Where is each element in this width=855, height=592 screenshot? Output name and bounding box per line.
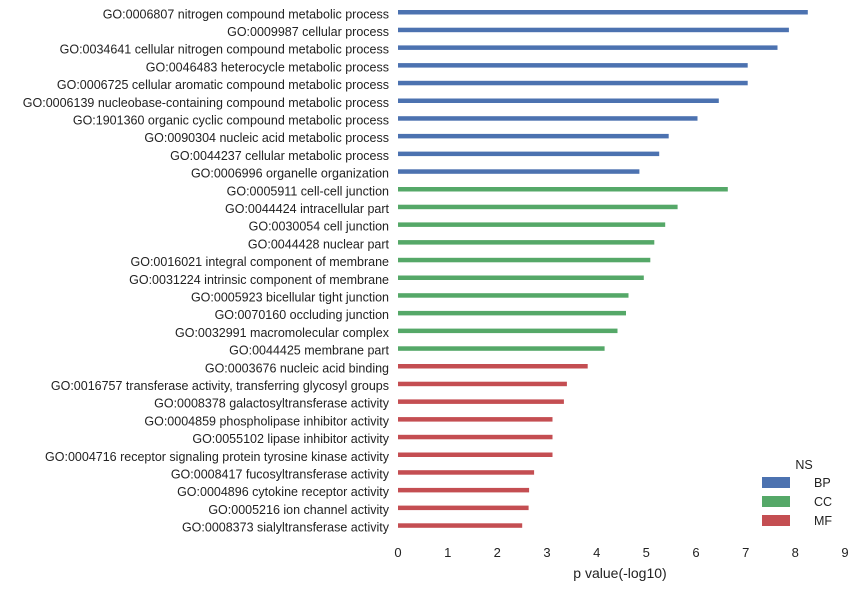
category-label: GO:0006139 nucleobase-containing compoun… [23,96,389,110]
bar [398,434,553,440]
bar [398,310,626,316]
bar [398,27,789,33]
bar [398,98,719,103]
bar [398,505,529,511]
category-label: GO:0004896 cytokine receptor activity [177,485,390,499]
category-labels: GO:0006807 nitrogen compound metabolic p… [23,7,390,534]
bar [398,63,748,68]
x-tick-label: 6 [692,545,699,560]
legend-label: CC [814,495,832,509]
x-tick-label: 2 [494,545,501,560]
category-label: GO:0070160 occluding junction [215,308,389,322]
category-label: GO:0016021 integral component of membran… [131,255,390,269]
category-label: GO:0044425 membrane part [229,344,389,358]
category-label: GO:0055102 lipase inhibitor activity [192,432,389,446]
bar [398,10,808,15]
legend-label: MF [814,514,832,528]
category-label: GO:0006807 nitrogen compound metabolic p… [103,7,389,21]
category-label: GO:0004716 receptor signaling protein ty… [45,450,390,464]
bar [398,240,655,245]
bars [398,10,808,528]
category-label: GO:0016757 transferase activity, transfe… [51,379,389,393]
bar [398,523,523,528]
bar [398,116,698,121]
bar [398,452,553,457]
bar [398,187,728,192]
bar [398,328,618,334]
category-label: GO:0090304 nucleic acid metabolic proces… [144,131,389,145]
category-label: GO:0008373 sialyltransferase activity [182,521,390,535]
legend-title: NS [795,458,812,472]
category-label: GO:0004859 phospholipase inhibitor activ… [144,414,389,428]
bar [398,80,748,86]
bar [398,169,640,174]
bar [398,275,644,280]
bar [398,364,588,369]
category-label: GO:0044428 nuclear part [248,237,390,251]
bar [398,45,778,50]
legend-swatch [762,515,790,526]
bar [398,417,553,422]
x-tick-label: 5 [643,545,650,560]
bar [398,381,567,387]
x-tick-label: 0 [394,545,401,560]
category-label: GO:0006725 cellular aromatic compound me… [57,78,389,92]
category-label: GO:0003676 nucleic acid binding [205,361,389,375]
x-axis-ticks: 0 1 2 3 4 5 6 7 8 9 [394,545,848,560]
category-label: GO:0046483 heterocycle metabolic process [146,60,389,74]
bar [398,346,605,351]
bar [398,399,564,404]
category-label: GO:0030054 cell junction [249,220,389,234]
x-tick-label: 7 [742,545,749,560]
category-label: GO:0044424 intracellular part [225,202,390,216]
category-label: GO:1901360 organic cyclic compound metab… [73,113,389,127]
category-label: GO:0006996 organelle organization [191,167,389,181]
legend-swatch [762,496,790,507]
category-label: GO:0005216 ion channel activity [208,503,389,517]
category-label: GO:0034641 cellular nitrogen compound me… [60,43,389,57]
bar [398,222,666,227]
category-label: GO:0005923 bicellular tight junction [191,290,389,304]
bar [398,470,535,475]
category-label: GO:0044237 cellular metabolic process [170,149,389,163]
category-label: GO:0032991 macromolecular complex [175,326,390,340]
category-label: GO:0005911 cell-cell junction [227,184,389,198]
x-tick-label: 8 [792,545,799,560]
x-axis-title: p value(-log10) [573,565,666,581]
bar [398,133,669,139]
category-label: GO:0031224 intrinsic component of membra… [129,273,389,287]
bar [398,293,629,298]
legend-label: BP [814,476,831,490]
x-tick-label: 3 [543,545,550,560]
category-label: GO:0008417 fucosyltransferase activity [171,467,390,481]
bar [398,257,651,263]
bar [398,204,678,210]
legend-swatch [762,477,790,488]
category-label: GO:0008378 galactosyltransferase activit… [154,397,390,411]
x-tick-label: 4 [593,545,600,560]
category-label: GO:0009987 cellular process [227,25,389,39]
x-tick-label: 1 [444,545,451,560]
bar [398,151,660,157]
bar [398,487,530,493]
legend: NS BP CC MF [762,458,832,528]
x-tick-label: 9 [841,545,848,560]
